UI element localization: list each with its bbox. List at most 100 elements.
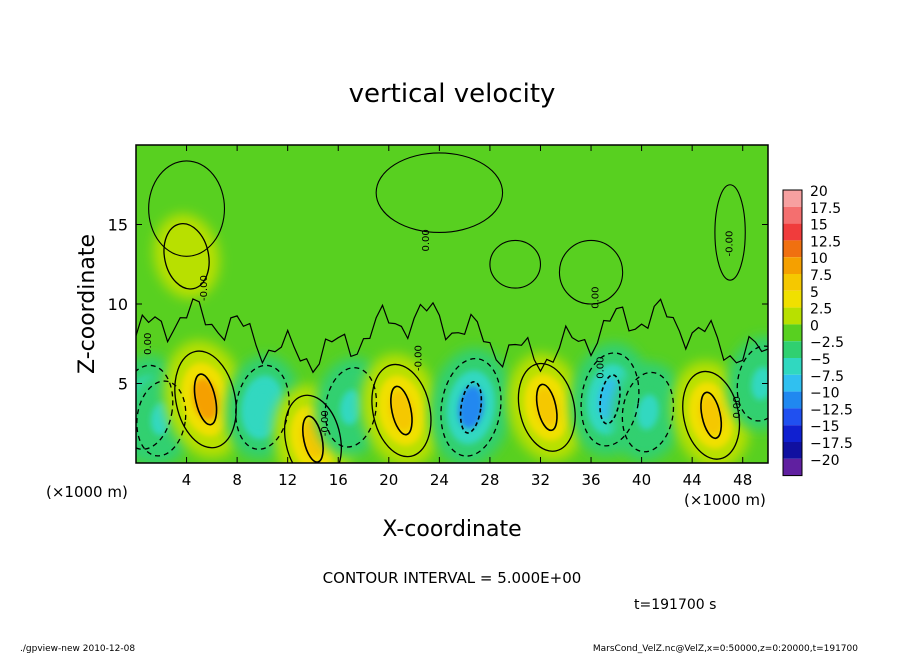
contour-label: 0.00 [591, 287, 602, 309]
colorbar-label: −17.5 [810, 436, 853, 452]
contour-line-inner [193, 373, 218, 426]
x-unit-right: (×1000 m) [684, 491, 766, 509]
x-tick-label: 16 [329, 471, 348, 489]
contour-line [174, 350, 237, 449]
field-peak [751, 366, 768, 401]
x-tick-label: 32 [531, 471, 550, 489]
colorbar-swatch [783, 290, 802, 308]
colorbar-label: 2.5 [810, 302, 832, 318]
colorbar-label: −20 [810, 453, 840, 469]
colorbar-swatch [783, 307, 802, 325]
footer-left: ./gpview-new 2010-12-08 [20, 644, 135, 654]
contour-line [136, 364, 174, 450]
contour-line-inner [301, 415, 324, 463]
colorbar-swatch [783, 425, 802, 442]
colorbar-swatch [783, 206, 802, 224]
contour-line [621, 371, 675, 453]
contour-line [136, 380, 187, 457]
x-tick-label: 12 [278, 471, 297, 489]
contour-layer: 0.00 -0.00 0.00 -0.00 0.00 -0.00 0.00 -0.00 0.00 [136, 152, 768, 463]
field-layer [136, 213, 768, 463]
colorbar-frame [782, 189, 803, 477]
x-unit-left: (×1000 m) [46, 483, 128, 501]
zero-contour-loop [489, 239, 542, 289]
x-axis: 4 8 12 16 20 24 28 32 36 40 44 48 [182, 145, 752, 489]
contour-label: 0.00 [421, 229, 432, 251]
colorbar-swatch [783, 408, 802, 426]
contour-interval: CONTOUR INTERVAL = 5.000E+00 [323, 569, 582, 587]
contour-line-inner [535, 383, 558, 432]
colorbar-label: −12.5 [810, 402, 853, 418]
colorbar-label: −15 [810, 419, 840, 435]
contour-line [371, 363, 432, 458]
field-peak [637, 394, 659, 430]
colorbar-swatch [783, 442, 802, 459]
colorbar-label: 17.5 [810, 201, 841, 217]
colorbar-label: −7.5 [810, 369, 844, 385]
chart-title: vertical velocity [349, 79, 556, 109]
contour-line-inner [459, 380, 483, 434]
contour-line [682, 370, 741, 460]
contour-label: 0.00 [143, 333, 154, 355]
x-axis-label: X-coordinate [382, 517, 521, 542]
y-axis: 5 10 15 [108, 216, 768, 394]
contour-label: -0.00 [199, 275, 210, 301]
contour-line [440, 357, 502, 457]
colorbar-swatch [783, 391, 802, 409]
x-tick-label: 20 [379, 471, 398, 489]
colorbar-swatch [783, 374, 802, 392]
contour-line [736, 345, 768, 422]
colorbar-swatch [783, 341, 802, 358]
x-tick-label: 40 [632, 471, 651, 489]
x-tick-label: 4 [182, 471, 192, 489]
contour-label: -0.00 [725, 231, 736, 257]
x-tick-label: 48 [733, 471, 752, 489]
x-tick-label: 44 [683, 471, 702, 489]
colorbar-label: 0 [810, 318, 819, 334]
colorbar: 2017.51512.5107.552.50−2.5−5−7.5−10−12.5… [782, 184, 853, 477]
zero-contour-loop [148, 160, 226, 257]
x-tick-label: 24 [430, 471, 449, 489]
x-tick-label: 28 [480, 471, 499, 489]
x-tick-label: 8 [232, 471, 242, 489]
contour-line [163, 222, 210, 290]
field-peak [251, 388, 274, 426]
colorbar-label: −2.5 [810, 335, 844, 351]
contour-label: -0.00 [414, 345, 425, 371]
field-peak [458, 385, 484, 429]
colorbar-label: −5 [810, 352, 831, 368]
time-label: t=191700 s [634, 597, 716, 613]
y-tick-label: 15 [108, 216, 128, 235]
plot-area: 0.00 -0.00 0.00 -0.00 0.00 -0.00 0.00 -0.00 0.00 [135, 144, 769, 464]
x-tick-label: 36 [581, 471, 600, 489]
colorbar-swatch [783, 274, 802, 291]
footer-right: MarsCond_VelZ.nc@VelZ,x=0:50000,z=0:2000… [593, 644, 858, 654]
zero-contour-loop [558, 239, 624, 305]
colorbar-label: 7.5 [810, 268, 832, 284]
contour-line [324, 367, 378, 448]
colorbar-label: −10 [810, 386, 840, 402]
zero-contour-loop [375, 152, 504, 233]
colorbar-label: 5 [810, 285, 819, 301]
contour-label: -0.00 [320, 410, 331, 436]
zero-contour-loop [714, 184, 746, 281]
colorbar-label: 12.5 [810, 234, 841, 250]
colorbar-swatch [783, 223, 802, 241]
colorbar-swatch [783, 324, 802, 342]
colorbar-label: 15 [810, 218, 828, 234]
colorbar-label: 20 [810, 184, 828, 200]
colorbar-label: 10 [810, 251, 828, 267]
colorbar-swatch [783, 240, 802, 258]
colorbar-swatch [783, 458, 802, 476]
contour-line [517, 362, 576, 452]
contour-label: 0.00 [732, 396, 743, 418]
contour-line [283, 394, 342, 463]
zero-contour [136, 298, 768, 374]
colorbar-swatch [783, 358, 802, 375]
y-axis-label: Z-coordinate [75, 234, 100, 374]
y-tick-label: 10 [108, 295, 128, 314]
contour-line [580, 352, 640, 447]
colorbar-swatch [783, 257, 802, 274]
contour-label: 0.00 [596, 356, 607, 378]
